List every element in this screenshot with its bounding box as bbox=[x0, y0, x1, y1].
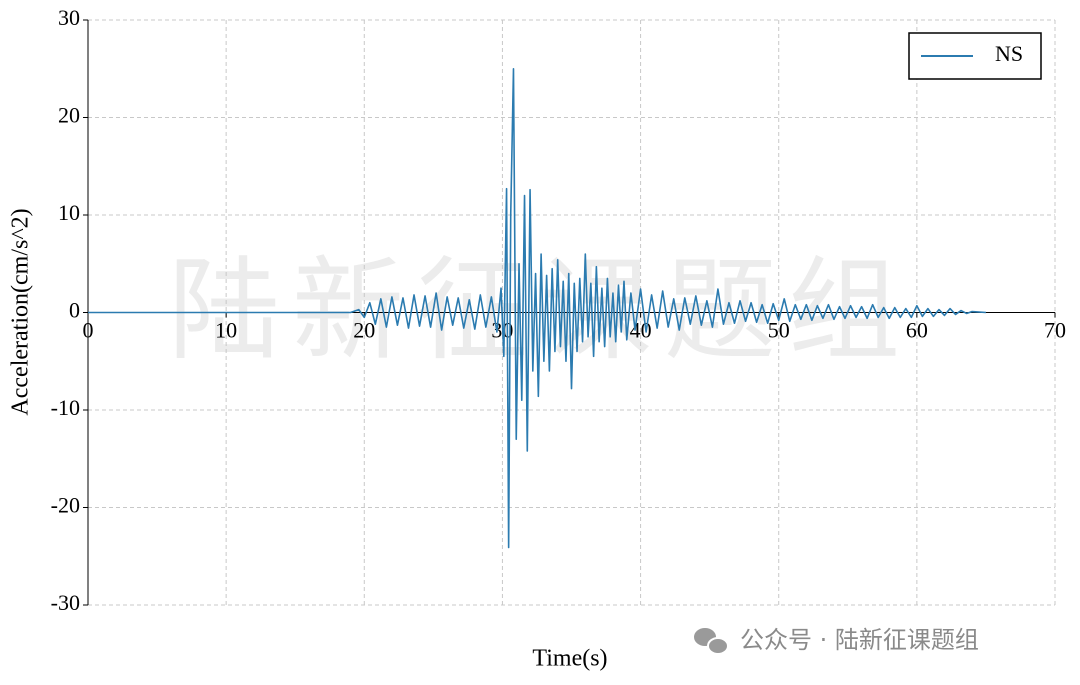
footer: 公众号 · 陆新征课题组 bbox=[740, 626, 979, 654]
y-tick-label: 20 bbox=[58, 103, 80, 128]
x-tick-label: 20 bbox=[353, 318, 375, 343]
y-tick-label: -10 bbox=[51, 395, 80, 420]
x-tick-label: 10 bbox=[215, 318, 237, 343]
y-tick-label: -20 bbox=[51, 493, 80, 518]
x-tick-label: 70 bbox=[1044, 318, 1066, 343]
x-axis-label: Time(s) bbox=[532, 646, 607, 672]
y-tick-label: -30 bbox=[51, 590, 80, 615]
legend-label: NS bbox=[995, 41, 1023, 66]
x-tick-label: 60 bbox=[906, 318, 928, 343]
y-axis-label: Acceleration(cm/s^2) bbox=[8, 208, 34, 415]
x-tick-label: 50 bbox=[768, 318, 790, 343]
legend: NS bbox=[908, 32, 1042, 80]
y-tick-label: 30 bbox=[58, 5, 80, 30]
data-line bbox=[88, 67, 986, 549]
y-tick-label: 10 bbox=[58, 200, 80, 225]
y-tick-label: 0 bbox=[69, 298, 80, 323]
wechat-icon bbox=[694, 628, 729, 655]
